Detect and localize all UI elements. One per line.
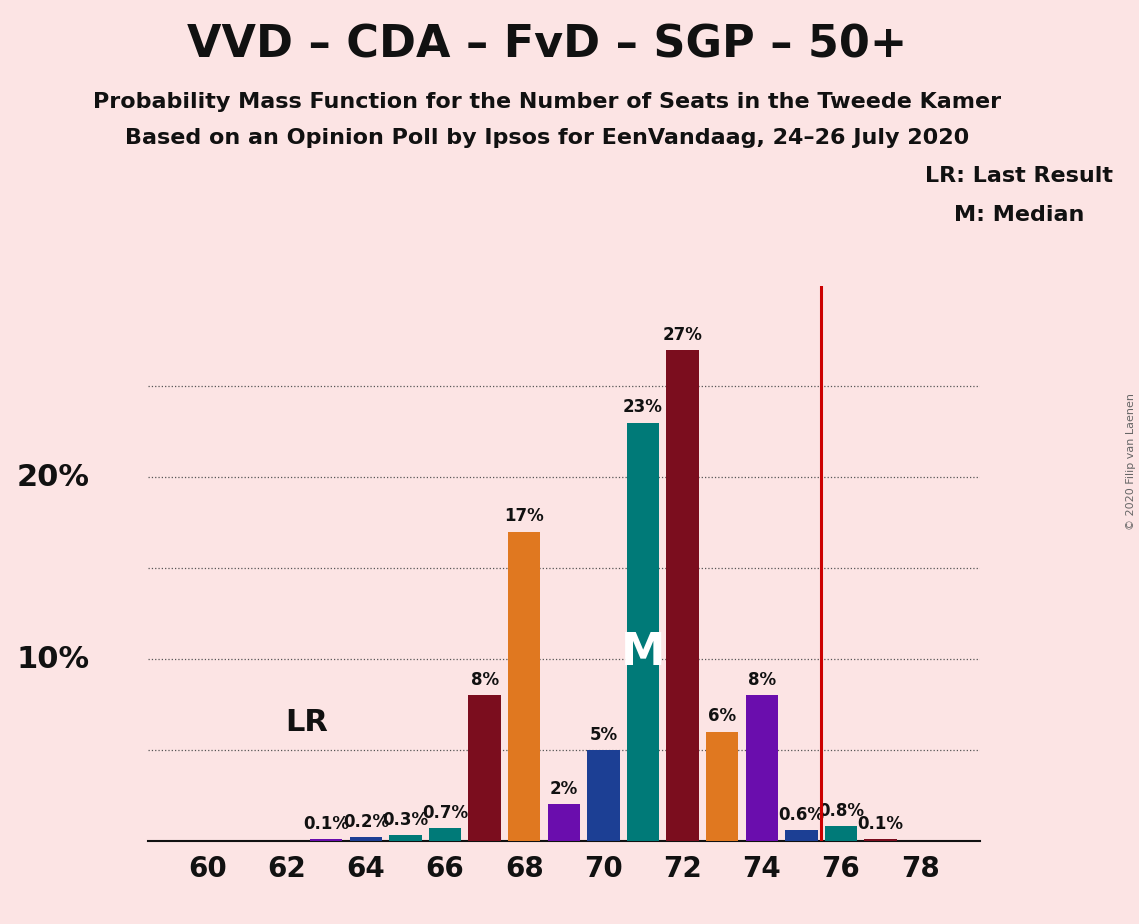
Bar bbox=[588, 750, 620, 841]
Text: 0.6%: 0.6% bbox=[778, 806, 825, 823]
Text: 0.1%: 0.1% bbox=[858, 815, 903, 833]
Bar bbox=[548, 805, 580, 841]
Bar bbox=[706, 732, 738, 841]
Bar bbox=[746, 696, 778, 841]
Text: 2%: 2% bbox=[550, 780, 577, 798]
Text: 0.7%: 0.7% bbox=[421, 804, 468, 821]
Bar bbox=[508, 532, 540, 841]
Text: LR: LR bbox=[285, 708, 328, 737]
Bar bbox=[468, 696, 501, 841]
Text: M: Median: M: Median bbox=[954, 205, 1084, 225]
Bar bbox=[310, 839, 343, 841]
Text: 17%: 17% bbox=[505, 507, 544, 526]
Text: LR: Last Result: LR: Last Result bbox=[925, 166, 1114, 187]
Text: M: M bbox=[621, 631, 665, 675]
Text: 23%: 23% bbox=[623, 398, 663, 417]
Text: 8%: 8% bbox=[747, 671, 776, 689]
Text: Based on an Opinion Poll by Ipsos for EenVandaag, 24–26 July 2020: Based on an Opinion Poll by Ipsos for Ee… bbox=[124, 128, 969, 148]
Text: 5%: 5% bbox=[589, 725, 617, 744]
Text: 0.1%: 0.1% bbox=[303, 815, 350, 833]
Bar bbox=[785, 830, 818, 841]
Text: 27%: 27% bbox=[663, 325, 703, 344]
Text: 20%: 20% bbox=[17, 463, 90, 492]
Bar bbox=[350, 837, 382, 841]
Text: Probability Mass Function for the Number of Seats in the Tweede Kamer: Probability Mass Function for the Number… bbox=[92, 92, 1001, 113]
Bar bbox=[666, 350, 699, 841]
Text: 0.8%: 0.8% bbox=[818, 802, 865, 820]
Text: © 2020 Filip van Laenen: © 2020 Filip van Laenen bbox=[1125, 394, 1136, 530]
Text: 0.3%: 0.3% bbox=[383, 811, 428, 829]
Bar bbox=[626, 423, 659, 841]
Text: 0.2%: 0.2% bbox=[343, 813, 388, 831]
Bar bbox=[825, 826, 858, 841]
Bar bbox=[428, 828, 461, 841]
Text: VVD – CDA – FvD – SGP – 50+: VVD – CDA – FvD – SGP – 50+ bbox=[187, 23, 907, 67]
Bar bbox=[865, 839, 896, 841]
Text: 10%: 10% bbox=[17, 645, 90, 674]
Text: 6%: 6% bbox=[708, 708, 736, 725]
Text: 8%: 8% bbox=[470, 671, 499, 689]
Bar bbox=[390, 835, 421, 841]
